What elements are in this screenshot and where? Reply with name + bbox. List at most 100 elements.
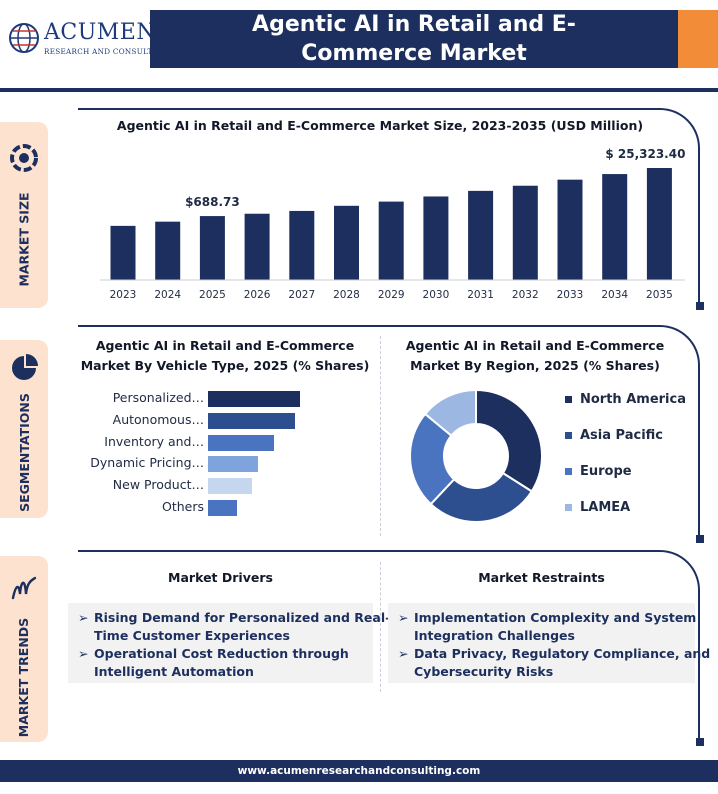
- x-tick-label: 2035: [646, 289, 673, 301]
- segment-label: Autonomous…: [112, 411, 204, 427]
- header-divider: [0, 88, 718, 92]
- bar-2023: [110, 225, 136, 280]
- legend-item: LAMEA: [565, 500, 630, 515]
- vehicle-type-title-line-1: Agentic AI in Retail and E-Commerce: [95, 338, 355, 353]
- segment-bar: [208, 434, 274, 451]
- bar-2034: [602, 174, 628, 280]
- bar-2024: [155, 221, 181, 280]
- legend-swatch: [565, 432, 572, 439]
- legend-label: Asia Pacific: [580, 428, 664, 443]
- x-tick-label: 2023: [110, 289, 137, 301]
- legend-swatch: [565, 468, 572, 475]
- globe-icon: [9, 23, 39, 53]
- segment-bar: [208, 412, 295, 429]
- logo-subtitle: RESEARCH AND CONSULTING: [44, 47, 169, 56]
- x-tick-label: 2026: [244, 289, 271, 301]
- data-label-2035: $ 25,323.40: [605, 147, 685, 161]
- legend-item: Asia Pacific: [565, 428, 663, 443]
- bar-2033: [557, 179, 583, 280]
- trends-divider: [380, 562, 381, 692]
- bar-2035: [646, 168, 672, 280]
- arrow-bullet-icon: ➢: [398, 646, 409, 661]
- restraint-item: ➢ Data Privacy, Regulatory Compliance, an…: [398, 646, 711, 679]
- bar-2028: [334, 205, 359, 280]
- market-trends-label: MARKET TRENDS: [16, 617, 32, 737]
- vehicle-type-title-line-2: Market By Vehicle Type, 2025 (% Shares): [80, 358, 370, 373]
- segment-label: Others: [161, 499, 204, 514]
- segment-bar: [208, 478, 253, 495]
- x-tick-label: 2024: [154, 289, 181, 301]
- x-tick-label: 2027: [288, 289, 315, 301]
- x-tick-label: 2030: [423, 289, 450, 301]
- restraint-item: ➢ Implementation Complexity and System Int…: [398, 610, 697, 643]
- x-tick-label: 2032: [512, 289, 539, 301]
- segment-bar: [208, 391, 300, 407]
- title-banner: Agentic AI in Retail and E-Commerce Mark…: [150, 10, 678, 68]
- footer-url[interactable]: www.acumenresearchandconsulting.com: [237, 765, 481, 777]
- market-drivers-title: Market Drivers: [168, 570, 273, 585]
- segmentations-frame: [78, 325, 700, 539]
- vehicle-type-chart-title: Agentic AI in Retail and E-Commerce Mark…: [80, 336, 370, 376]
- legend-label: Europe: [580, 464, 632, 479]
- market-size-chart-title: Agentic AI in Retail and E-Commerce Mark…: [116, 118, 644, 133]
- market-trends-tab: MARKET TRENDS: [0, 556, 48, 742]
- legend-item: Europe: [565, 464, 632, 479]
- bar-2029: [378, 201, 404, 280]
- legend-swatch: [565, 396, 572, 403]
- x-tick-label: 2028: [333, 289, 360, 301]
- segment-label: Inventory and…: [104, 433, 204, 449]
- segment-bar: [208, 500, 237, 516]
- trend-icon: [11, 576, 37, 600]
- frame-dot: [696, 302, 704, 310]
- market-size-frame: [78, 108, 700, 306]
- arrow-bullet-icon: ➢: [78, 646, 89, 661]
- accent-block: [678, 10, 718, 68]
- segmentations-label: SEGMENTATIONS: [16, 392, 32, 512]
- market-drivers-list: ➢ Rising Demand for Personalized and Real…: [68, 603, 391, 683]
- page-title: Agentic AI in Retail and E-Commerce Mark…: [252, 12, 576, 66]
- bar-2025: [199, 216, 225, 280]
- bar-2030: [423, 196, 449, 280]
- legend-item: North America: [565, 392, 686, 407]
- driver-item: ➢ Rising Demand for Personalized and Real…: [78, 610, 391, 643]
- market-size-label: MARKET SIZE: [16, 191, 32, 287]
- gauge-icon: [10, 144, 38, 172]
- region-title-line-1: Agentic AI in Retail and E-Commerce: [405, 338, 665, 353]
- legend-swatch: [565, 504, 572, 511]
- logo-name: ACUMEN: [44, 20, 157, 45]
- segment-label: Dynamic Pricing…: [90, 455, 204, 471]
- header: ACUMEN RESEARCH AND CONSULTING Agentic A…: [0, 0, 718, 92]
- x-tick-label: 2031: [467, 289, 494, 301]
- x-tick-label: 2029: [378, 289, 405, 301]
- region-donut-chart: [409, 388, 543, 523]
- market-trends-frame: [78, 550, 700, 742]
- data-label-2025: $688.73: [185, 195, 240, 209]
- legend-label: LAMEA: [580, 500, 631, 515]
- segment-label: Personalized…: [112, 390, 204, 405]
- market-restraints-title: Market Restraints: [478, 570, 605, 585]
- segment-label: New Product…: [112, 477, 204, 493]
- segmentations-tab: SEGMENTATIONS: [0, 340, 48, 518]
- market-size-bar-chart: 2023 2024 2025 $688.73 2026 2027 2028 2029 2030 2…: [100, 147, 685, 301]
- region-legend: North America Asia Pacific Europe LAMEA: [565, 392, 705, 522]
- frame-dot: [696, 738, 704, 746]
- region-title-line-2: Market By Region, 2025 (% Shares): [410, 358, 660, 373]
- arrow-bullet-icon: ➢: [398, 610, 409, 625]
- market-size-tab: MARKET SIZE: [0, 122, 48, 308]
- x-tick-label: 2025: [199, 289, 226, 301]
- segment-bar: [208, 456, 259, 473]
- segment-divider: [380, 336, 381, 536]
- frame-dot: [696, 535, 704, 543]
- donut-slice-north-america: [475, 388, 543, 493]
- pie-icon: [12, 354, 38, 380]
- donut-slice-asia-pacific: [429, 471, 534, 523]
- donut-slice-lamea: [423, 388, 477, 438]
- bar-2027: [289, 210, 315, 280]
- legend-label: North America: [580, 392, 686, 407]
- arrow-bullet-icon: ➢: [78, 610, 89, 625]
- bar-2031: [468, 190, 494, 280]
- x-tick-label: 2033: [557, 289, 584, 301]
- company-logo: ACUMEN RESEARCH AND CONSULTING: [6, 18, 168, 62]
- market-restraints-list: ➢ Implementation Complexity and System Int…: [388, 603, 711, 683]
- bar-2026: [244, 213, 270, 280]
